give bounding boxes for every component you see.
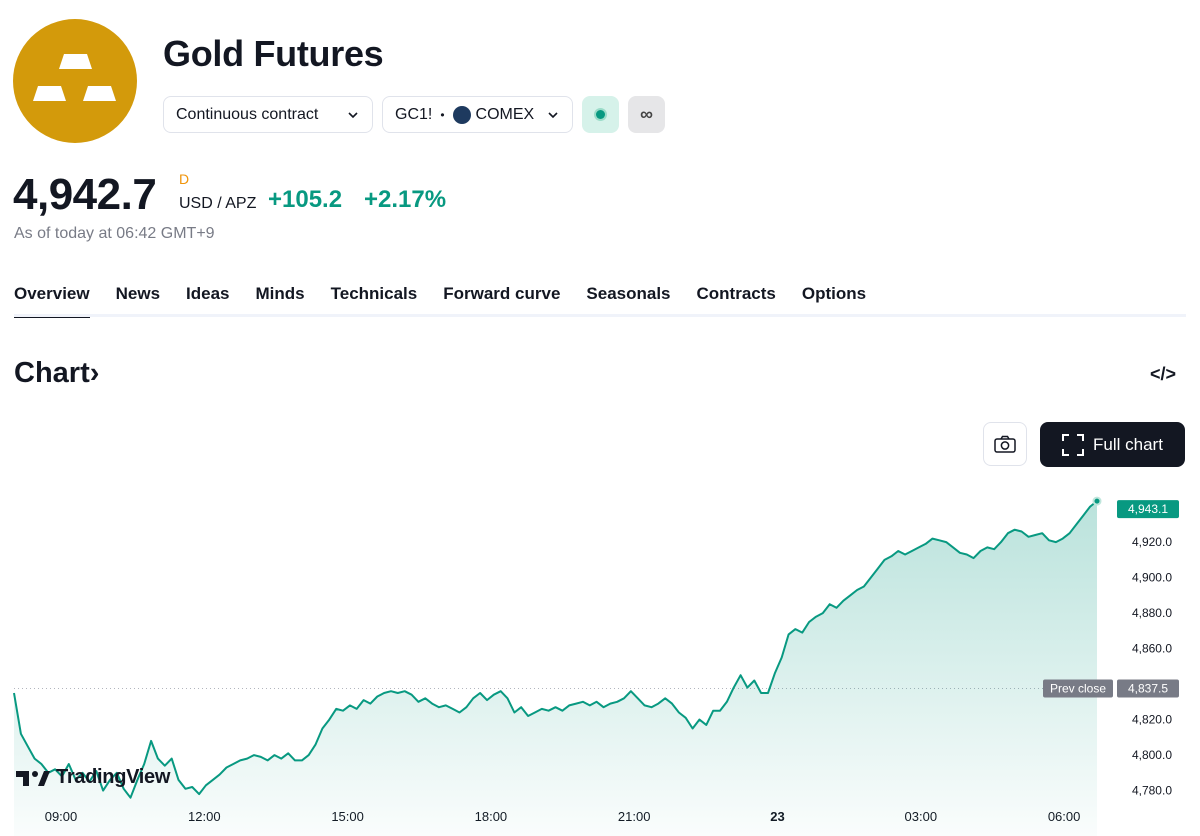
prev-close-tag xyxy=(1043,679,1113,698)
price-area xyxy=(14,501,1097,836)
tab-divider xyxy=(14,314,1186,317)
full-chart-button[interactable]: Full chart xyxy=(1040,422,1185,467)
chevron-down-icon xyxy=(348,112,358,119)
tab-seasonals[interactable]: Seasonals xyxy=(586,284,671,303)
live-dot-icon xyxy=(596,110,605,119)
y-tick-label: 4,780.0 xyxy=(1132,784,1172,798)
fullscreen-icon xyxy=(1062,433,1085,456)
chart-heading-label: Chart xyxy=(14,357,90,389)
symbol-label: GC1! xyxy=(395,105,433,123)
exchange-globe-icon xyxy=(452,105,471,124)
price-chart[interactable]: 4,780.04,800.04,820.04,840.04,860.04,880… xyxy=(0,470,1200,836)
tab-bar: Overview News Ideas Minds Technicals For… xyxy=(14,284,892,318)
tab-contracts[interactable]: Contracts xyxy=(696,284,776,303)
tab-ideas[interactable]: Ideas xyxy=(186,284,230,303)
price-change: +105.2 xyxy=(268,186,343,213)
y-tick-label: 4,920.0 xyxy=(1132,535,1172,549)
y-tick-label: 4,800.0 xyxy=(1132,748,1172,762)
market-status-button[interactable] xyxy=(582,96,619,133)
page-title: Gold Futures xyxy=(163,33,384,74)
last-price-tag xyxy=(1117,500,1179,519)
tradingview-logo[interactable]: TradingView xyxy=(16,766,170,789)
price-flag: D xyxy=(179,171,190,187)
price-line xyxy=(13,500,1098,799)
price-currency: USD / APZ xyxy=(179,195,257,212)
tab-minds[interactable]: Minds xyxy=(255,284,305,303)
chart-section-heading[interactable]: Chart› xyxy=(14,357,99,390)
prev-close-value-tag xyxy=(1117,679,1179,698)
chevron-down-icon xyxy=(548,112,558,119)
y-tick-label: 4,820.0 xyxy=(1132,713,1172,727)
tab-technicals[interactable]: Technicals xyxy=(330,284,418,303)
exchange-label: COMEX xyxy=(475,105,535,123)
tradingview-wordmark: TradingView xyxy=(56,766,171,788)
tradingview-icon xyxy=(16,770,50,786)
infinity-icon: ∞ xyxy=(640,104,653,124)
last-price-dot xyxy=(1092,496,1102,506)
contract-label: Continuous contract xyxy=(176,105,319,123)
tab-news[interactable]: News xyxy=(115,284,161,303)
infinity-button[interactable]: ∞ xyxy=(628,96,665,133)
full-chart-label: Full chart xyxy=(1093,434,1163,454)
y-tick-label: 4,900.0 xyxy=(1132,571,1172,585)
y-tick-label: 4,860.0 xyxy=(1132,642,1172,656)
embed-code-icon[interactable]: </> xyxy=(1150,364,1177,384)
symbol-dropdown[interactable]: GC1! • COMEX xyxy=(382,96,573,133)
y-tick-label: 4,880.0 xyxy=(1132,606,1172,620)
price-change-percent: +2.17% xyxy=(364,186,447,213)
tab-forward-curve[interactable]: Forward curve xyxy=(443,284,561,303)
last-price-value: 4,943.1 xyxy=(1128,502,1168,516)
gold-bars-icon xyxy=(13,19,137,143)
tab-overview[interactable]: Overview xyxy=(14,284,90,318)
prev-close-value: 4,837.5 xyxy=(1128,682,1168,696)
last-price: 4,942.7 xyxy=(13,170,157,219)
camera-icon xyxy=(994,435,1016,453)
tab-options[interactable]: Options xyxy=(801,284,867,303)
chevron-right-icon: › xyxy=(89,357,100,389)
prev-close-text: Prev close xyxy=(1050,682,1106,696)
as-of-timestamp: As of today at 06:42 GMT+9 xyxy=(14,225,215,242)
snapshot-button[interactable] xyxy=(983,422,1027,466)
contract-dropdown[interactable]: Continuous contract xyxy=(163,96,373,133)
separator-dot: • xyxy=(440,107,445,122)
